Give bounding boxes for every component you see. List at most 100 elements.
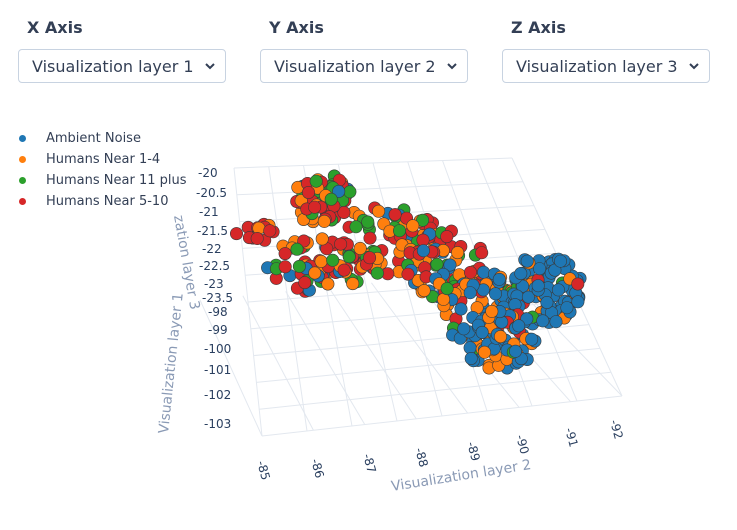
- scatter-point: [392, 224, 406, 238]
- grid-line: [233, 157, 513, 169]
- scatter-point: [451, 246, 465, 260]
- grid-line: [371, 282, 469, 414]
- scatter-points[interactable]: [230, 169, 587, 375]
- scatter-point: [540, 295, 554, 309]
- scatter-point: [516, 279, 530, 293]
- scatter-point: [443, 258, 457, 272]
- scatter-point: [353, 241, 367, 255]
- scatter-point: [475, 325, 489, 339]
- y-tick-label: -21.5: [197, 224, 228, 238]
- scatter-point: [463, 265, 477, 279]
- scatter-point: [334, 237, 348, 251]
- scatter-point: [560, 301, 574, 315]
- z-axis-control: Z Axis Visualization layer 3: [502, 18, 710, 83]
- y-tick-label: -21: [199, 205, 219, 219]
- scatter-point: [531, 279, 545, 293]
- scatter-point: [551, 283, 565, 297]
- scatter-point: [508, 344, 522, 358]
- y-axis-select-value: Visualization layer 2: [274, 57, 436, 76]
- x-tick-label: -87: [360, 452, 379, 475]
- scatter-point: [363, 231, 377, 245]
- scatter-point: [525, 332, 539, 346]
- scatter-point: [477, 345, 491, 359]
- scatter-point: [416, 244, 430, 258]
- scatter-point: [315, 232, 329, 246]
- legend-marker: [19, 177, 26, 184]
- legend-item-humans-near-1-4[interactable]: Humans Near 1-4: [18, 149, 187, 170]
- legend-item-humans-near-11-plus[interactable]: Humans Near 11 plus: [18, 170, 187, 191]
- scatter-point: [477, 265, 491, 279]
- scatter-point: [549, 315, 563, 329]
- scatter-point: [308, 200, 322, 214]
- scatter-point: [493, 330, 507, 344]
- y-axis-control: Y Axis Visualization layer 2: [260, 18, 468, 83]
- y-tick-label: -20.5: [196, 186, 227, 200]
- x-axis-control: X Axis Visualization layer 1: [18, 18, 226, 83]
- scatter-point: [553, 254, 567, 268]
- z-axis-select-value: Visualization layer 3: [516, 57, 678, 76]
- scatter-point: [488, 287, 502, 301]
- scatter-point: [250, 232, 264, 246]
- x-tick-label: -90: [513, 433, 532, 456]
- chevron-down-icon: [205, 63, 215, 70]
- x-axis-label: X Axis: [27, 18, 83, 37]
- legend-label: Ambient Noise: [46, 131, 141, 146]
- scatter-point: [416, 213, 430, 227]
- scatter-point: [337, 263, 351, 277]
- scatter-point: [343, 185, 357, 199]
- x-tick-label: -86: [308, 457, 327, 480]
- y-axis-select[interactable]: Visualization layer 2: [260, 49, 468, 83]
- scatter-point: [520, 254, 534, 268]
- x-tick-label: -91: [562, 426, 581, 449]
- z-tick-label: -102: [204, 388, 231, 402]
- scatter-point: [571, 295, 585, 309]
- scatter-point: [337, 206, 351, 220]
- x-axis-select-value: Visualization layer 1: [32, 57, 194, 76]
- z-axis-title: Visualization layer 1: [156, 292, 187, 434]
- y-axis-label: Y Axis: [269, 18, 324, 37]
- scatter-point: [454, 302, 468, 316]
- y-tick-label: -22.5: [199, 259, 230, 273]
- scatter-point: [536, 314, 550, 328]
- scatter-point: [485, 304, 499, 318]
- legend-marker: [19, 198, 26, 205]
- scatter-point: [521, 290, 535, 304]
- legend-item-ambient-noise[interactable]: Ambient Noise: [18, 128, 187, 149]
- scatter-point: [372, 204, 386, 218]
- axis-ticks: -85 -86 -87 -88 -89 -90 -91 -92 -20 -20.5 -21 -21.5…: [196, 166, 626, 482]
- z-axis-label: Z Axis: [511, 18, 566, 37]
- scatter-point: [440, 282, 454, 296]
- chart-legend: Ambient Noise Humans Near 1-4 Humans Nea…: [18, 128, 187, 212]
- grid-line: [242, 295, 314, 431]
- x-axis-select[interactable]: Visualization layer 1: [18, 49, 226, 83]
- grid-line: [259, 371, 612, 410]
- scatter-point: [492, 272, 506, 286]
- grid-line: [199, 299, 263, 437]
- z-tick-label: -100: [204, 342, 231, 356]
- x-tick-label: -85: [254, 459, 273, 482]
- x-tick-label: -92: [607, 418, 626, 441]
- scatter-point: [533, 262, 547, 276]
- scatter-point: [463, 286, 477, 300]
- z-tick-label: -98: [208, 305, 228, 319]
- scatter-point: [346, 277, 360, 291]
- scatter-point: [290, 242, 304, 256]
- scatter-point: [436, 292, 450, 306]
- scatter-point: [321, 277, 335, 291]
- scatter-point: [309, 174, 323, 188]
- scatter-point: [401, 267, 415, 281]
- scatter-point: [440, 230, 454, 244]
- scatter-point: [363, 251, 377, 265]
- z-axis-select[interactable]: Visualization layer 3: [502, 49, 710, 83]
- x-tick-label: -88: [412, 446, 431, 469]
- y-tick-label: -23: [204, 277, 224, 291]
- scatter-point: [298, 276, 312, 290]
- legend-label: Humans Near 11 plus: [46, 173, 187, 188]
- scatter-point: [464, 351, 478, 365]
- grid-line: [285, 291, 366, 425]
- scatter-point: [475, 246, 489, 260]
- legend-item-humans-near-5-10[interactable]: Humans Near 5-10: [18, 191, 187, 212]
- scatter-point: [417, 284, 431, 298]
